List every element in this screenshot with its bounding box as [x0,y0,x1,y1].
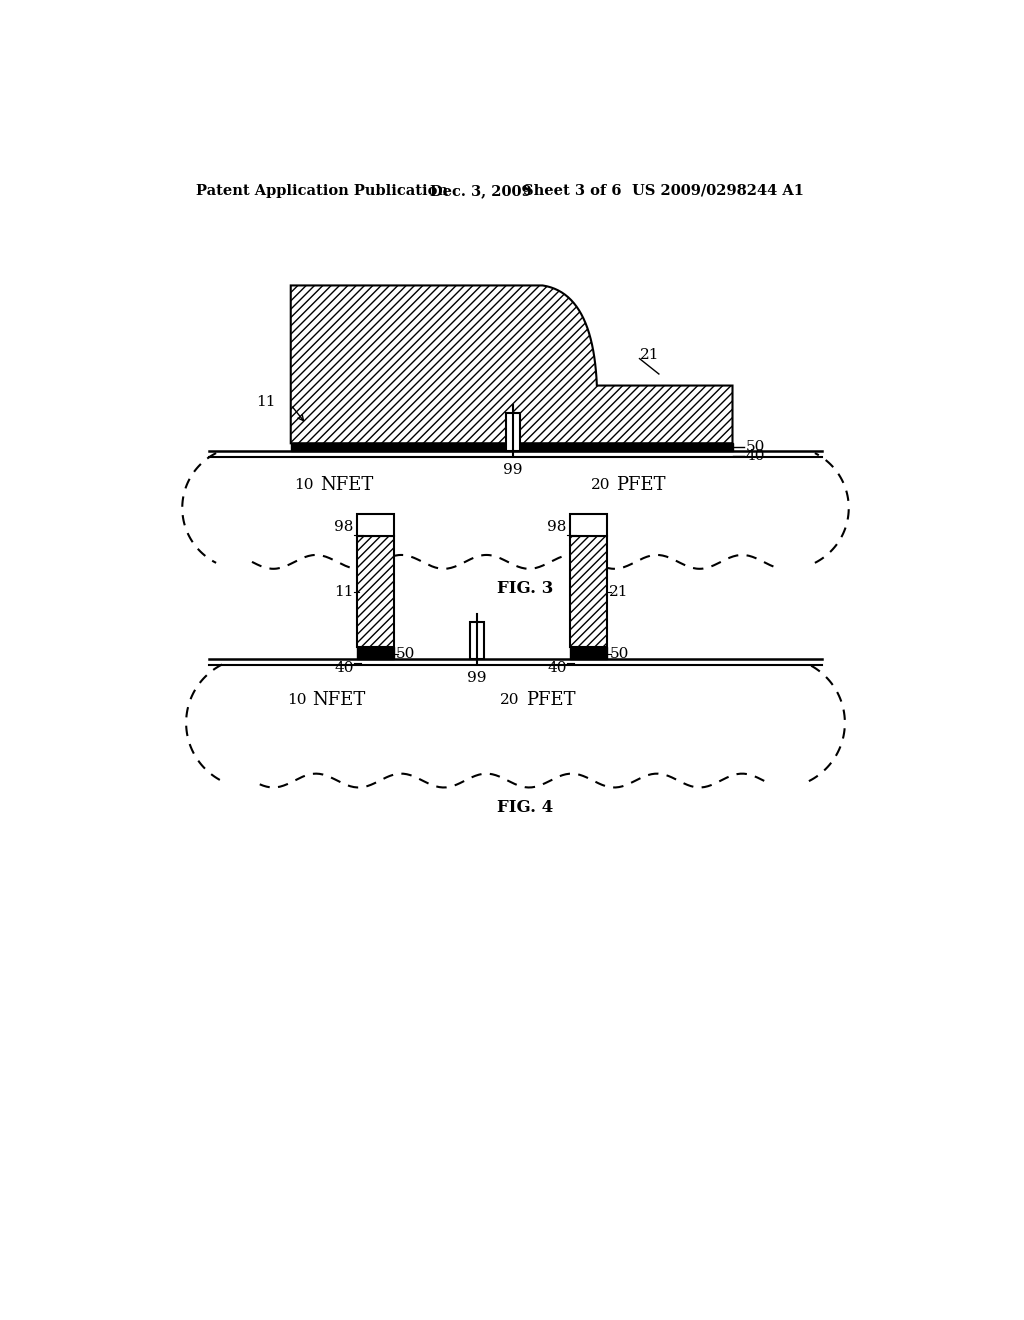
Text: 98: 98 [547,520,566,535]
Bar [569,515,607,536]
Bar [356,515,394,536]
Text: Sheet 3 of 6: Sheet 3 of 6 [523,183,622,198]
Text: 21: 21 [640,347,659,362]
Bar [569,536,607,647]
Text: 21: 21 [609,585,629,599]
Text: NFET: NFET [321,477,374,494]
Bar [356,647,394,659]
Bar [506,412,520,451]
Polygon shape [291,285,732,444]
Text: 40: 40 [745,449,765,462]
Text: 50: 50 [396,647,416,660]
Text: 10: 10 [287,693,306,706]
Text: 98: 98 [334,520,353,535]
Text: 20: 20 [500,693,519,706]
Text: 20: 20 [591,478,610,492]
Bar [569,647,607,659]
Text: 11: 11 [256,396,275,409]
Text: Patent Application Publication: Patent Application Publication [197,183,449,198]
Text: US 2009/0298244 A1: US 2009/0298244 A1 [632,183,804,198]
Text: FIG. 4: FIG. 4 [497,799,553,816]
Text: 40: 40 [547,661,566,675]
Text: 40: 40 [334,661,353,675]
Text: 50: 50 [745,440,765,454]
Text: NFET: NFET [312,690,366,709]
Text: 99: 99 [504,463,523,478]
Text: FIG. 3: FIG. 3 [497,581,553,598]
Text: 99: 99 [467,671,486,685]
Text: Dec. 3, 2009: Dec. 3, 2009 [430,183,531,198]
Text: 11: 11 [334,585,353,599]
Text: 10: 10 [295,478,314,492]
Bar [291,444,732,451]
Text: PFET: PFET [525,690,575,709]
Text: PFET: PFET [616,477,666,494]
Bar [356,536,394,647]
Text: 50: 50 [609,647,629,660]
Bar [470,622,483,659]
